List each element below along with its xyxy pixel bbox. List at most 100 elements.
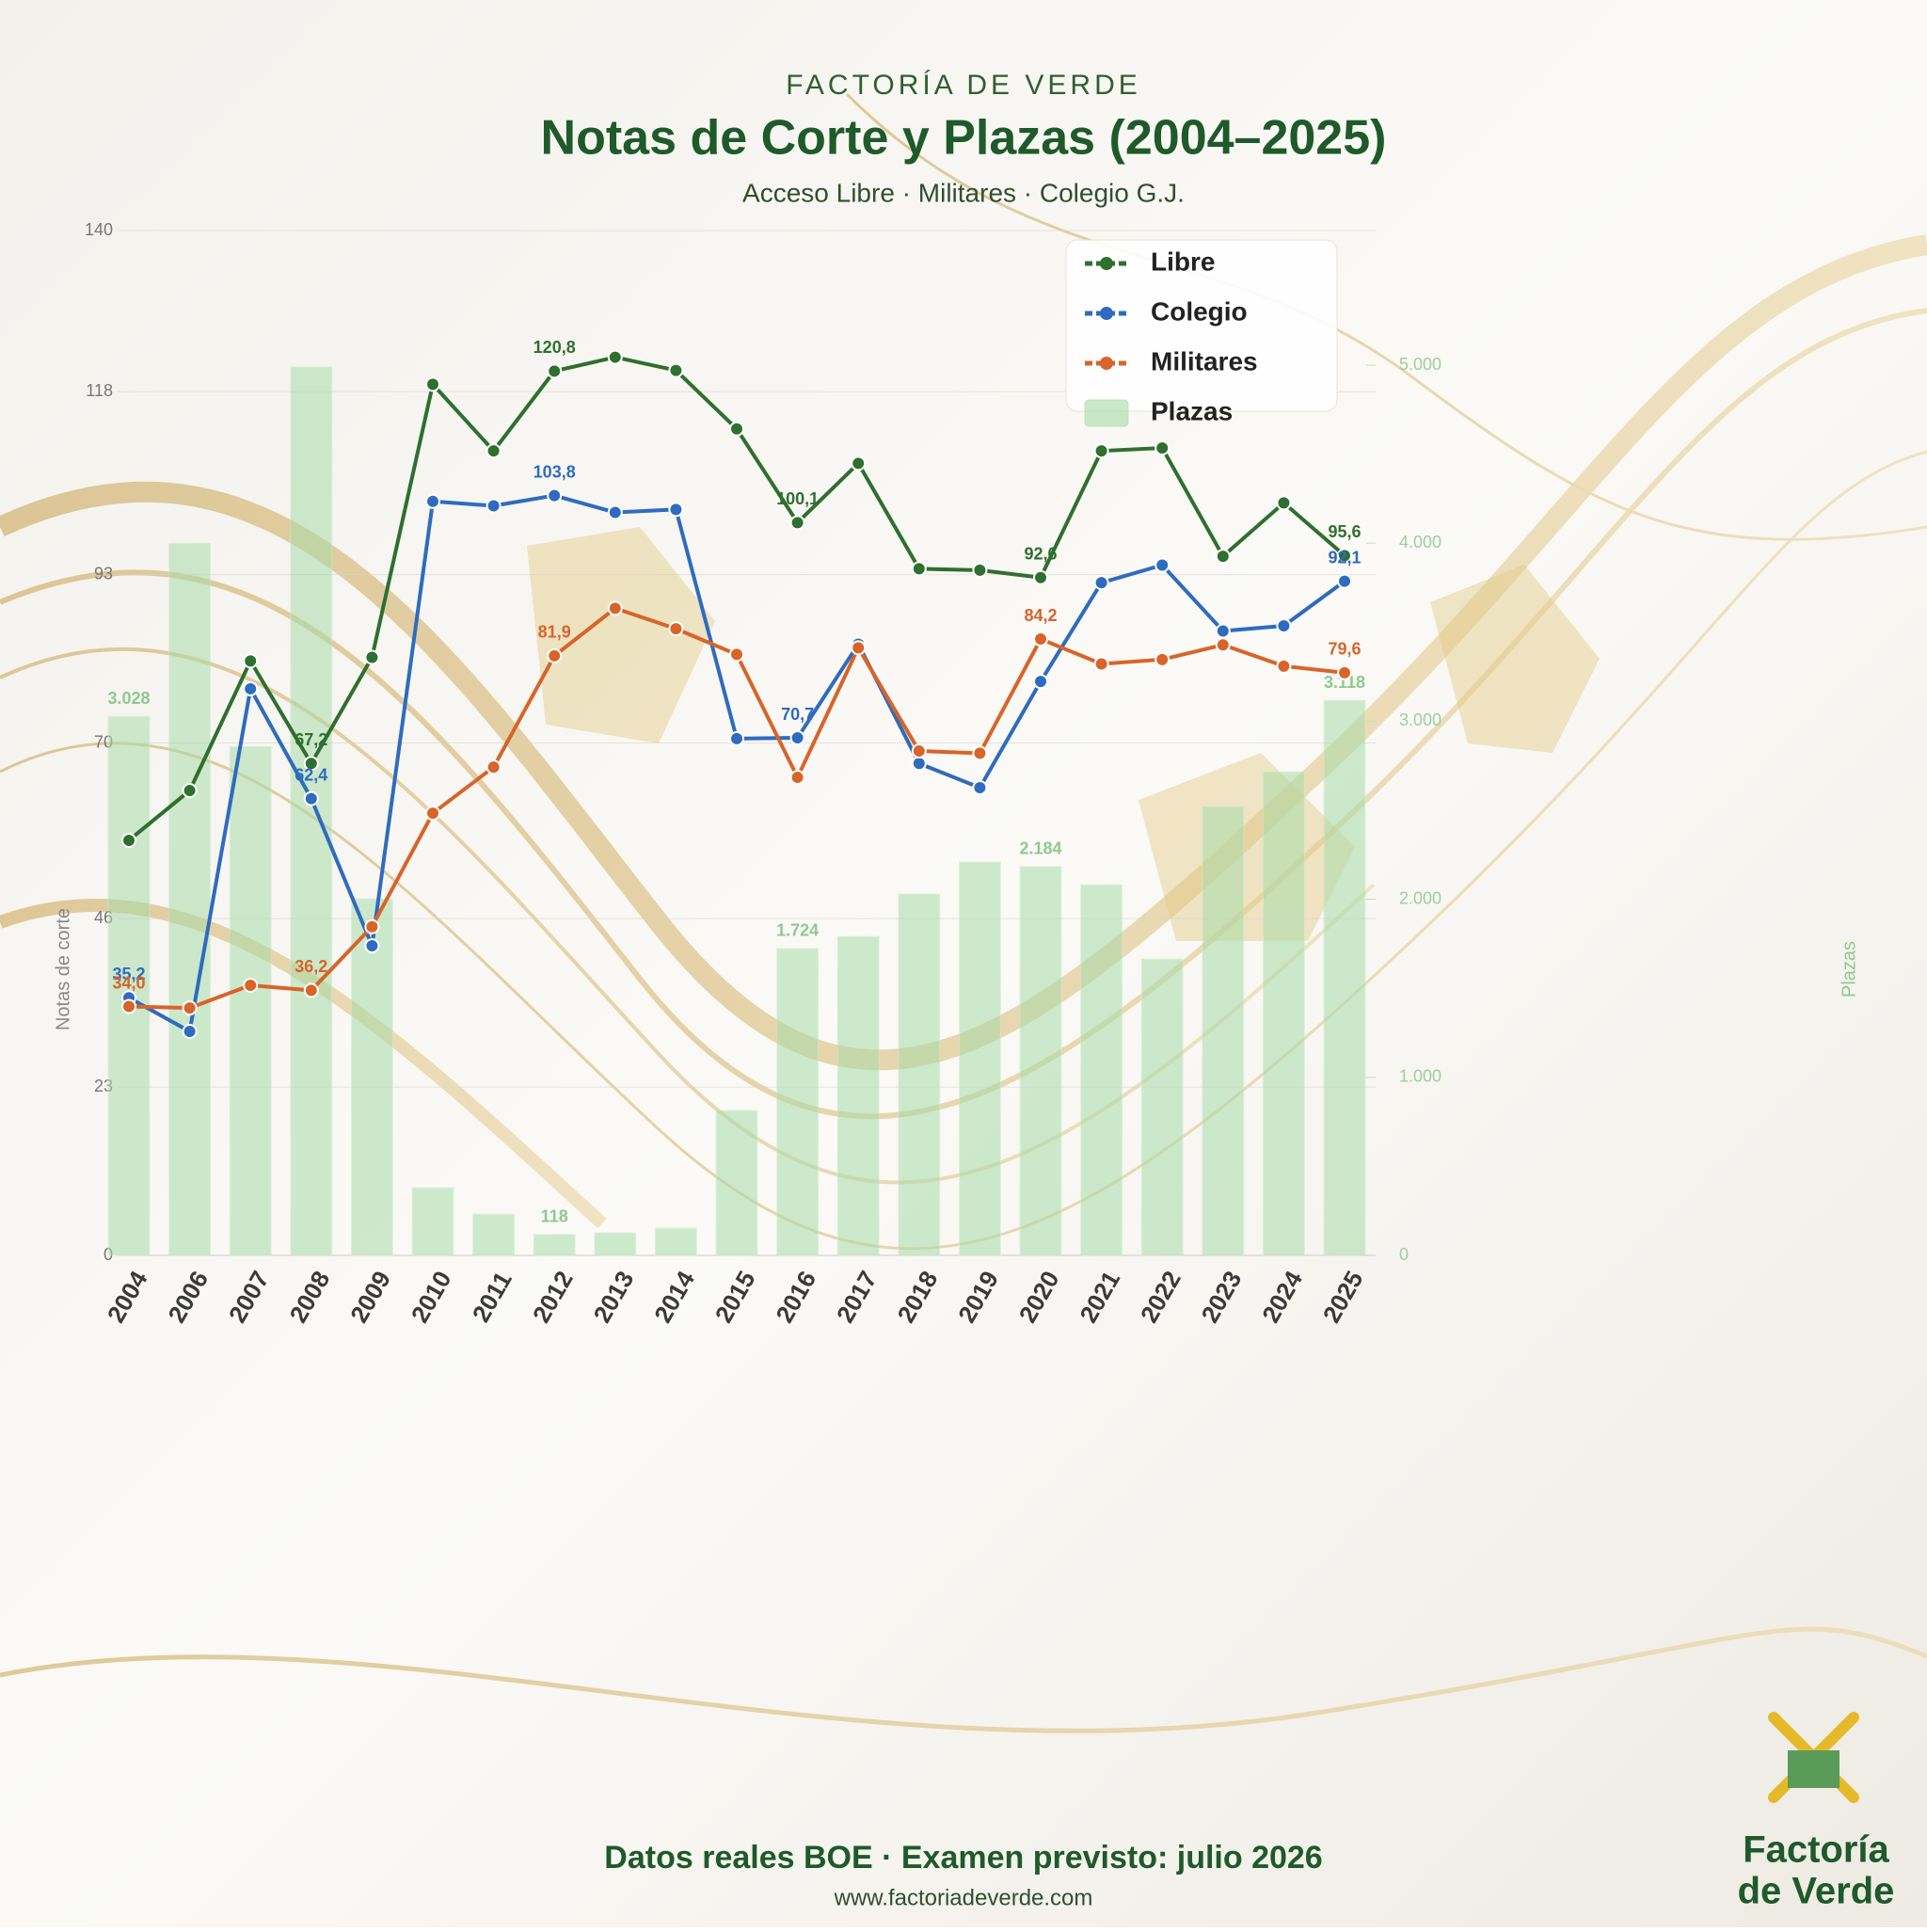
point — [121, 998, 136, 1014]
point — [668, 362, 684, 378]
bar — [836, 935, 880, 1256]
point — [547, 647, 563, 663]
bar — [898, 893, 941, 1256]
point — [789, 515, 805, 531]
logo-house — [1788, 1750, 1839, 1788]
point-value-label: 36,2 — [295, 957, 327, 976]
point — [486, 443, 502, 459]
y2-tick-label: 1.000 — [1399, 1067, 1441, 1086]
bar — [1140, 958, 1184, 1256]
point — [243, 977, 259, 993]
point — [607, 600, 623, 616]
point — [182, 1023, 198, 1039]
point — [486, 759, 502, 775]
y-tick-label: 93 — [94, 564, 113, 583]
bar — [594, 1232, 637, 1256]
point — [1276, 495, 1292, 511]
bar-value-label: 3.118 — [1324, 673, 1365, 692]
point-value-label: 92,6 — [1024, 544, 1057, 563]
point — [1033, 674, 1048, 690]
bar — [1262, 771, 1305, 1256]
bar — [1019, 866, 1062, 1256]
bar — [229, 745, 272, 1256]
point — [364, 918, 380, 934]
point — [303, 790, 319, 806]
bar — [290, 366, 333, 1256]
chart-subtitle: Acceso Libre · Militares · Colegio G.J. — [742, 178, 1185, 207]
chart-title: Notas de Corte y Plazas (2004–2025) — [541, 111, 1387, 166]
plot: 02346709311814001.0002.0003.0004.0005.00… — [85, 220, 1441, 1328]
point — [547, 363, 563, 379]
point — [1276, 658, 1292, 674]
legend-swatch — [1100, 357, 1113, 370]
legend-label: Plazas — [1151, 396, 1233, 425]
point — [182, 1000, 198, 1016]
point — [972, 562, 988, 578]
point — [121, 832, 136, 848]
bar — [776, 948, 820, 1256]
legend-swatch — [1100, 257, 1113, 270]
point — [1155, 557, 1171, 573]
point — [1215, 549, 1231, 565]
point-value-label: 95,6 — [1328, 522, 1361, 541]
point — [1093, 656, 1109, 672]
bar — [1080, 884, 1123, 1256]
footer-website: www.factoriadeverde.com — [834, 1885, 1093, 1910]
point-value-label: 92,1 — [1328, 548, 1361, 567]
legend-label: Militares — [1151, 346, 1258, 375]
point — [851, 455, 867, 471]
point — [1033, 631, 1048, 647]
logo-text: de Verde — [1738, 1871, 1895, 1912]
point — [364, 649, 380, 665]
point — [607, 504, 623, 520]
bar — [958, 861, 1001, 1256]
point — [1093, 443, 1109, 459]
point — [911, 743, 927, 759]
point — [668, 621, 684, 637]
bar — [654, 1227, 697, 1256]
point — [1155, 440, 1171, 456]
point — [851, 640, 867, 656]
bar — [350, 898, 393, 1256]
point-value-label: 103,8 — [534, 462, 576, 481]
point — [1093, 575, 1109, 591]
point — [425, 376, 440, 392]
y-axis-label: Notas de corte — [53, 908, 73, 1030]
logo: Factoría de Verde — [1738, 1712, 1895, 1912]
point — [789, 730, 805, 746]
point — [303, 756, 319, 772]
y2-tick-label: 4.000 — [1399, 533, 1441, 551]
legend-box — [1065, 239, 1338, 412]
legend-label: Libre — [1151, 247, 1215, 276]
point-value-label: 100,1 — [776, 489, 819, 508]
y2-axis-label: Plazas — [1839, 941, 1859, 998]
point — [789, 770, 805, 786]
point — [425, 493, 440, 509]
y-tick-label: 118 — [86, 381, 113, 400]
point-value-label: 62,4 — [295, 765, 327, 784]
point — [243, 680, 259, 696]
point — [425, 806, 440, 822]
logo-text: Factoría — [1743, 1829, 1889, 1871]
point — [1276, 618, 1292, 634]
bar-value-label: 2.184 — [1019, 839, 1061, 858]
point-value-label: 67,2 — [295, 730, 327, 749]
legend-swatch — [1084, 399, 1129, 427]
y2-tick-label: 2.000 — [1399, 888, 1441, 907]
point — [547, 487, 563, 503]
point — [364, 937, 380, 953]
y2-tick-label: 5.000 — [1399, 355, 1441, 374]
point — [1337, 573, 1352, 589]
point — [1155, 651, 1171, 667]
bar — [715, 1110, 758, 1256]
point-value-label: 120,8 — [534, 338, 576, 357]
point — [972, 745, 988, 761]
eyebrow: FACTORÍA DE VERDE — [786, 70, 1141, 101]
point — [1033, 569, 1048, 585]
y2-tick-label: 0 — [1399, 1245, 1409, 1264]
point — [243, 653, 259, 669]
point-value-label: 34,0 — [112, 973, 145, 992]
point-value-label: 81,9 — [538, 623, 571, 642]
point — [303, 982, 319, 998]
point — [911, 756, 927, 772]
